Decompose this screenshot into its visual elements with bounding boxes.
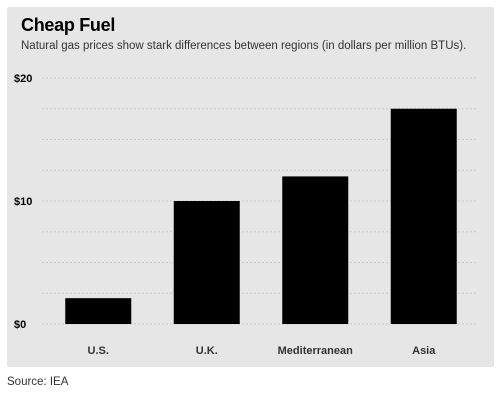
y-tick-label: $0 — [14, 319, 26, 331]
bars — [65, 108, 457, 324]
x-category-label: U.S. — [88, 345, 109, 357]
bar-u-k — [173, 201, 240, 324]
y-axis-ticks: $0 $10 $20 — [14, 73, 32, 331]
y-tick-label: $20 — [14, 73, 32, 85]
bar-mediterranean — [282, 176, 349, 324]
source-note: Source: IEA — [7, 376, 69, 388]
x-category-label: Mediterranean — [278, 345, 353, 357]
chart-subtitle: Natural gas prices show stark difference… — [21, 40, 467, 52]
x-category-label: U.K. — [196, 345, 218, 357]
x-axis-labels: U.S. U.K. Mediterranean Asia — [88, 345, 437, 357]
bar-u-s — [65, 298, 132, 324]
x-category-label: Asia — [412, 345, 436, 357]
bar-asia — [390, 108, 457, 324]
y-tick-label: $10 — [14, 196, 32, 208]
chart-title: Cheap Fuel — [21, 15, 116, 35]
